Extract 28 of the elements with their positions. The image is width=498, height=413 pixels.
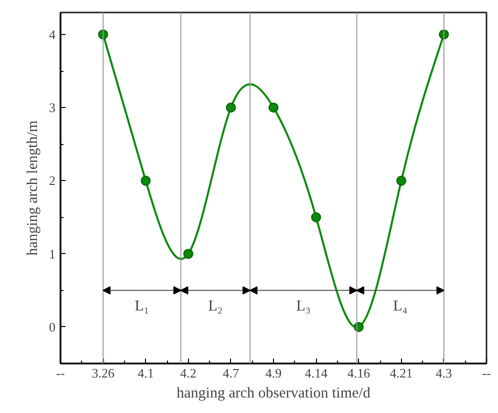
y-tick-label: 2: [49, 173, 56, 188]
y-tick-label: 3: [49, 100, 56, 116]
x-tick-label: 4.16: [347, 366, 371, 380]
y-tick-label: 4: [49, 26, 56, 42]
x-tick-label: --: [482, 366, 491, 380]
x-tick-label: 4.7: [222, 366, 240, 380]
y-tick-label: 1: [49, 246, 56, 262]
x-tick-label: --: [56, 366, 65, 380]
annotation: L₁: [134, 298, 150, 314]
point: [311, 212, 322, 222]
y-tick-label: 0: [49, 319, 56, 334]
point: [140, 176, 151, 186]
point: [396, 176, 406, 186]
annotation: L₄: [393, 298, 408, 314]
point: [268, 102, 278, 113]
x-tick-label: 4.1: [138, 366, 154, 380]
x-tick-label: 4.14: [304, 366, 328, 380]
point: [226, 102, 236, 113]
x-tick-label: 4.9: [265, 366, 282, 380]
point: [183, 248, 194, 259]
annotation: L₂: [208, 298, 223, 314]
x-tick-label: 4.3: [436, 366, 452, 380]
annotation: L₃: [296, 298, 311, 314]
x-tick-label: 4.21: [390, 366, 413, 380]
y-axis-title: hanging arch length/m: [25, 120, 41, 256]
x-axis-title: hanging arch observation time/d: [176, 386, 371, 402]
x-tick-label: 3.26: [92, 366, 115, 380]
x-tick-label: 4.2: [180, 366, 196, 380]
